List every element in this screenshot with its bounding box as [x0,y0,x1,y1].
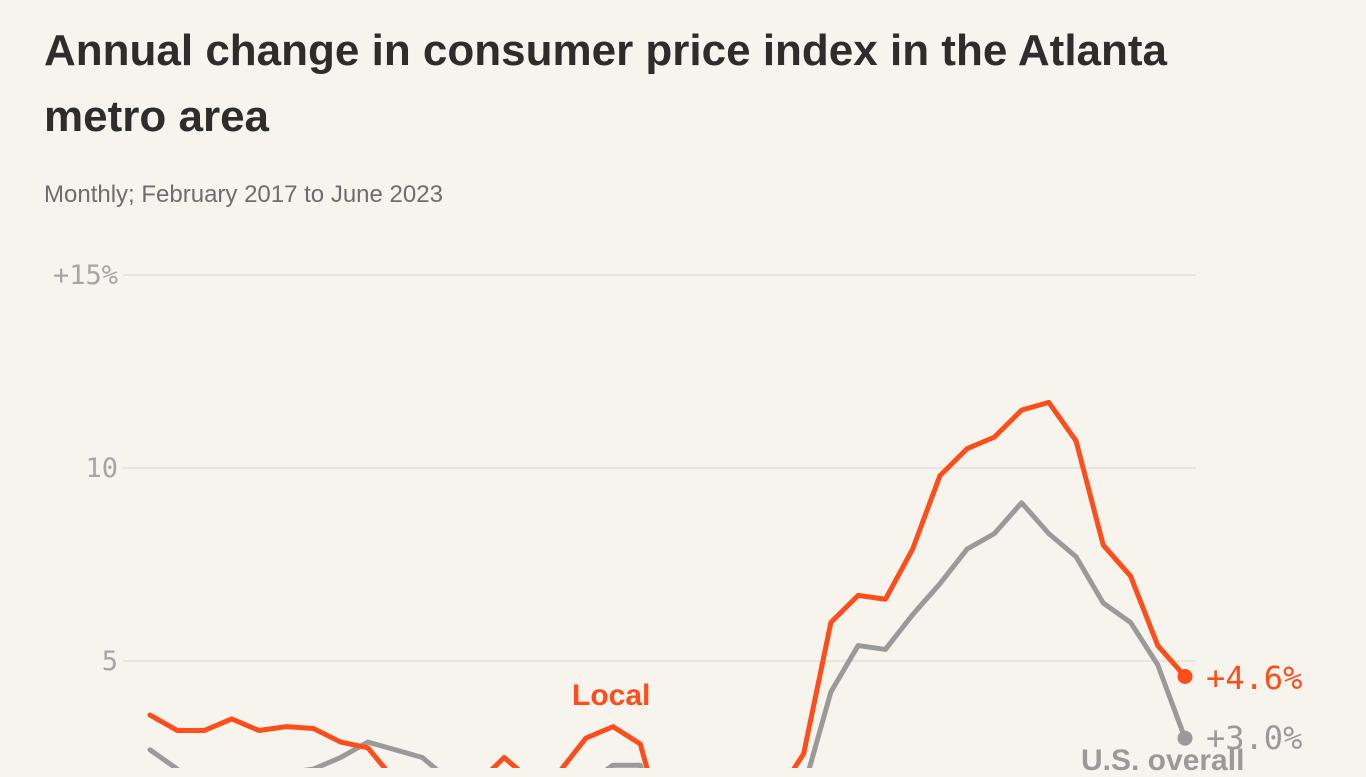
y-axis-tick-10: 10 [85,453,118,484]
end-value-label-us-overall: +3.0% [1206,719,1303,757]
y-axis-tick-5: 5 [101,646,118,677]
y-axis-tick-15: +15% [52,260,118,291]
local-end-dot [1177,668,1193,684]
end-value-label-local: +4.6% [1206,659,1303,697]
local-line [147,399,1188,768]
chart-title: Annual change in consumer price index in… [44,26,1168,141]
chart-subtitle: Monthly; February 2017 to June 2023 [44,181,443,208]
us-overall-end-dot [1177,730,1193,746]
us-overall-line [147,500,1188,768]
series-label-local: Local [572,679,651,712]
